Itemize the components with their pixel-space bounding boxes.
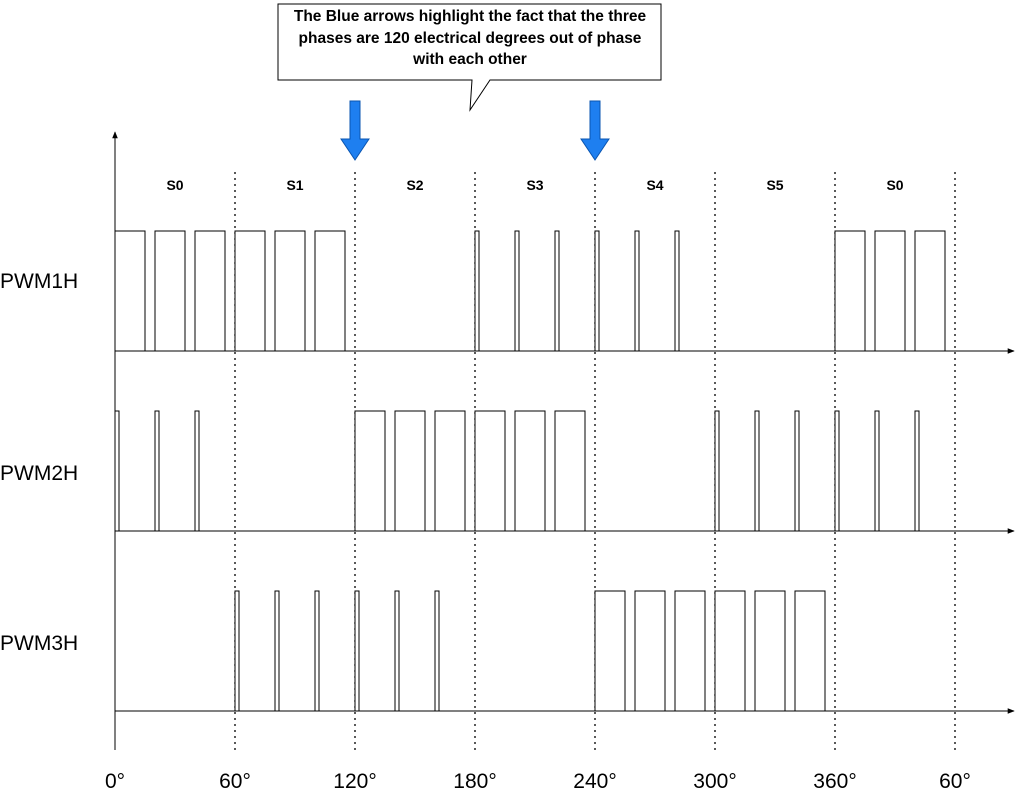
pwm-pulse [554,410,586,532]
pwm-pulse [794,410,800,532]
pwm-pulse [674,230,680,352]
pwm-pulse [714,410,720,532]
pwm-pulse [434,590,440,712]
sector-label: S0 [886,177,904,193]
pwm-pulse [554,230,560,352]
x-tick-label: 60° [939,770,971,793]
pwm-pulse [154,410,160,532]
sector-label: S4 [646,177,664,193]
signal-label: PWM1H [0,270,79,293]
pwm-pulse [354,410,386,532]
pwm-pulse [234,230,266,352]
pwm-pulse [474,410,506,532]
phase-arrow-icon [580,100,610,161]
sector-label: S5 [766,177,784,193]
pwm-pulse [274,590,280,712]
x-tick-label: 180° [453,770,497,793]
pwm-pulse [794,590,826,712]
sector-label: S0 [166,177,184,193]
x-tick-label: 60° [219,770,251,793]
pwm-pulse [874,230,906,352]
x-tick-label: 300° [693,770,737,793]
pwm-pulse [394,410,426,532]
x-tick-label: 240° [573,770,617,793]
callout-text: The Blue arrows highlight the fact that … [293,8,647,68]
pwm-pulse [154,230,186,352]
pwm-pulse [754,410,760,532]
pwm-pulse [434,410,466,532]
pwm-pulse [194,230,226,352]
pwm-pulse [634,590,666,712]
pwm-pulse [354,590,360,712]
pwm-pulse [594,230,600,352]
phase-arrow-icon [340,100,370,161]
pwm-pulse [514,410,546,532]
x-tick-label: 120° [333,770,377,793]
sector-label: S2 [406,177,424,193]
pwm-pulse [914,230,946,352]
pwm-pulse [874,410,880,532]
pwm-pulse [714,590,746,712]
x-tick-label: 0° [104,770,126,793]
sector-label: S3 [526,177,544,193]
pwm-pulse [314,230,346,352]
pwm-pulse [394,590,400,712]
x-tick-label: 360° [813,770,857,793]
pwm-pulse [514,230,520,352]
pwm-pulse [274,230,306,352]
pwm-pulse [834,410,840,532]
pwm-pulse [234,590,240,712]
pwm-pulse [474,230,480,352]
signal-label: PWM3H [0,632,79,655]
signal-label: PWM2H [0,462,79,485]
sector-label: S1 [286,177,304,193]
pwm-pulse [754,590,786,712]
pwm-pulse [194,410,200,532]
pwm-pulse [914,410,920,532]
pwm-pulse [314,590,320,712]
pwm-pulse [634,230,640,352]
callout-bubble [277,3,662,112]
pwm-pulse [114,230,146,352]
pwm-pulse [594,590,626,712]
pwm-pulse [674,590,706,712]
pwm-pulse [114,410,120,532]
pwm-pulse [834,230,866,352]
